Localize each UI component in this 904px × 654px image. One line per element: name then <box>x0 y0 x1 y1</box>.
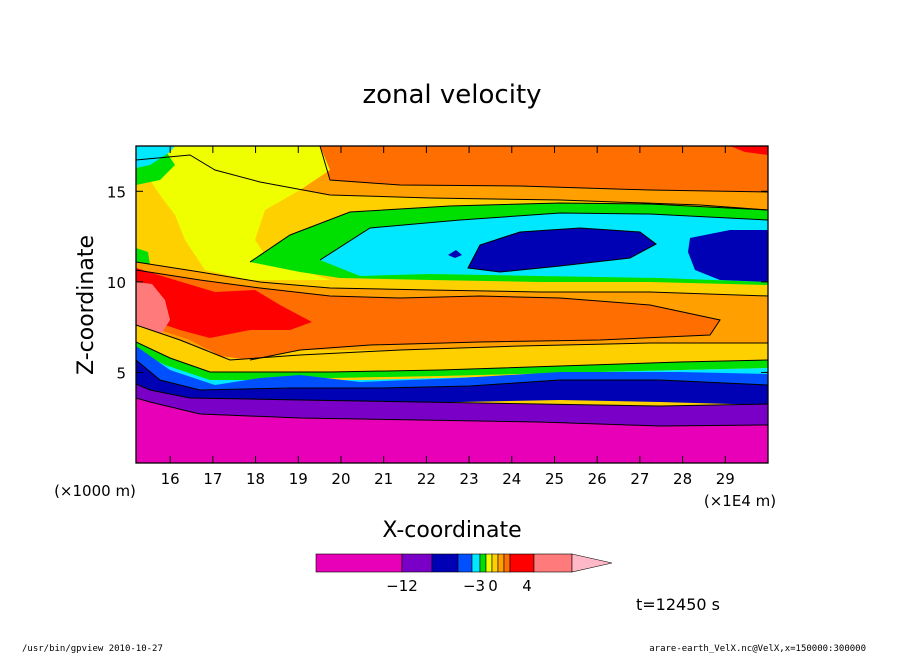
colorbar-swatch <box>509 553 535 573</box>
colorbar-label: 4 <box>522 577 532 595</box>
chart-title: zonal velocity <box>362 80 541 110</box>
y-tick-label: 10 <box>107 274 126 292</box>
x-tick-label: 26 <box>588 470 607 488</box>
x-tick-label: 19 <box>289 470 308 488</box>
x-tick-label: 23 <box>460 470 479 488</box>
colorbar-swatch <box>485 553 493 573</box>
x-tick-label: 21 <box>374 470 393 488</box>
footer-left: /usr/bin/gpview 2010-10-27 <box>22 644 163 654</box>
colorbar-swatch <box>491 553 499 573</box>
band-left-cyan <box>136 146 175 168</box>
band-blue-core-1 <box>468 228 656 272</box>
colorbar-label: −12 <box>386 577 418 595</box>
band-purple <box>136 384 768 426</box>
plot-frame <box>135 145 769 464</box>
colorbar-swatch <box>503 553 511 573</box>
colorbar: −12 −3 0 4 <box>315 553 613 595</box>
colorbar-label: −3 <box>463 577 485 595</box>
x-axis-label: X-coordinate <box>382 518 521 543</box>
x-tick-label: 18 <box>246 470 265 488</box>
colorbar-swatch <box>457 553 473 573</box>
band-blue-dot <box>448 250 462 258</box>
band-top-red <box>730 146 768 155</box>
x-tick-label: 20 <box>331 470 350 488</box>
band-orange-deep-mid <box>136 270 720 360</box>
band-lower-navy <box>136 360 768 405</box>
x-unit-label: (×1E4 m) <box>704 492 776 510</box>
x-tick-label: 28 <box>673 470 692 488</box>
band-thin-yellow <box>136 325 768 375</box>
band-blue-core-2 <box>688 230 768 282</box>
x-tick-label: 29 <box>716 470 735 488</box>
x-tick-label: 17 <box>203 470 222 488</box>
band-yellow <box>150 146 330 280</box>
colorbar-swatch <box>315 553 403 573</box>
x-tick-label: 25 <box>545 470 564 488</box>
x-tick-label: 22 <box>417 470 436 488</box>
colorbar-swatch <box>533 553 573 573</box>
y-axis-label: Z-coordinate <box>74 235 99 375</box>
time-annotation: t=12450 s <box>636 595 720 614</box>
colorbar-swatch <box>497 553 505 573</box>
colorbar-arrow <box>571 553 613 573</box>
band-red-mid <box>136 268 312 338</box>
colorbar-swatch <box>479 553 487 573</box>
x-tick-label: 24 <box>502 470 521 488</box>
colorbar-swatch <box>401 553 433 573</box>
band-magenta <box>136 398 768 463</box>
plot-area <box>135 145 769 464</box>
colorbar-swatch <box>471 553 481 573</box>
band-pink-mid <box>136 282 170 336</box>
colorbar-swatch <box>431 553 459 573</box>
colorbar-label: 0 <box>488 577 498 595</box>
x-tick-label: 27 <box>630 470 649 488</box>
x-tick-label: 16 <box>161 470 180 488</box>
y-tick-label: 5 <box>116 364 126 382</box>
y-unit-label: (×1000 m) <box>54 482 136 500</box>
band-upper-deep-orange <box>320 146 768 192</box>
y-axis: 5 10 15 <box>107 183 768 382</box>
y-tick-label: 15 <box>107 183 126 201</box>
footer-right: arare-earth_VelX.nc@VelX,x=150000:300000 <box>649 644 866 654</box>
x-axis: 16 17 18 19 20 21 22 23 24 25 26 27 28 29 <box>161 146 735 488</box>
